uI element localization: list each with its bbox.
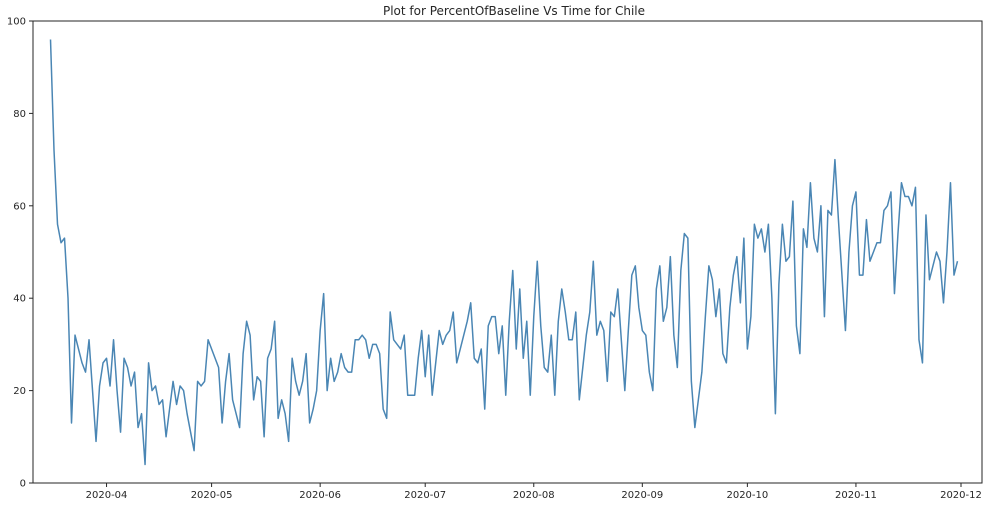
x-tick-label: 2020-12 [940,490,982,501]
x-tick-label: 2020-10 [726,490,768,501]
x-tick-label: 2020-07 [404,490,446,501]
x-tick-label: 2020-05 [191,490,233,501]
x-tick-label: 2020-09 [621,490,663,501]
y-tick-label: 20 [13,386,26,397]
chart-title: Plot for PercentOfBaseline Vs Time for C… [383,4,645,18]
y-tick-label: 0 [20,479,26,490]
x-tick-label: 2020-06 [299,490,341,501]
y-tick-label: 40 [13,294,26,305]
axes-frame [32,20,983,484]
x-tick-label: 2020-04 [86,490,128,501]
y-tick-label: 60 [13,201,26,212]
x-tick-label: 2020-08 [513,490,555,501]
x-tick-label: 2020-11 [835,490,877,501]
y-tick-label: 100 [7,17,26,28]
y-tick-label: 80 [13,109,26,120]
series-line [49,39,959,466]
